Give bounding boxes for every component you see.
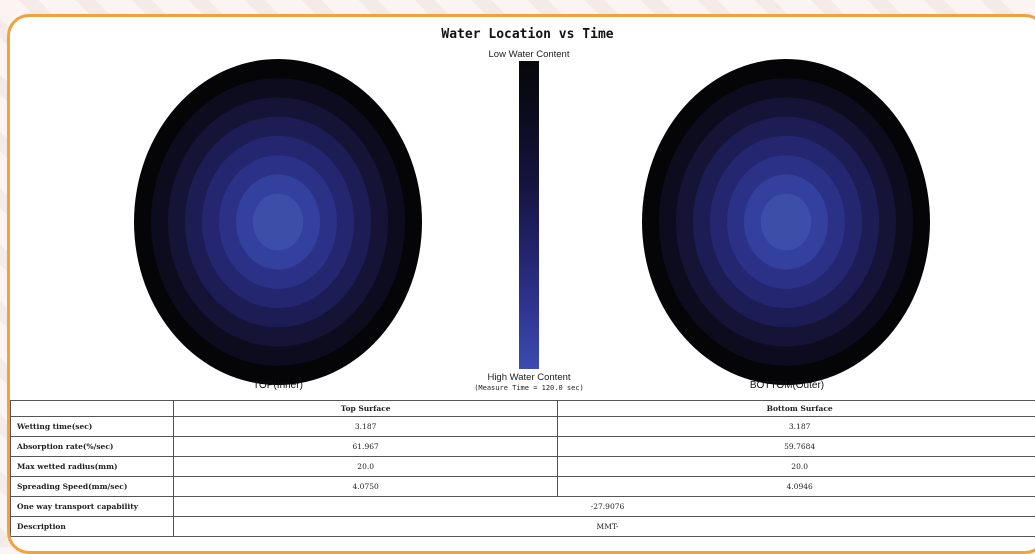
results-table: Top Surface Bottom Surface Wetting time(…	[10, 400, 1035, 537]
bottom-value: 20.0	[558, 457, 1035, 477]
description-value: MMT-	[174, 517, 1035, 537]
top-value: 3.187	[174, 417, 558, 437]
top-value: 20.0	[174, 457, 558, 477]
row-label: Spreading Speed(mm/sec)	[11, 477, 174, 497]
water-content-scale	[519, 61, 539, 369]
table-row: Description MMT-	[11, 517, 1035, 537]
table-row: One way transport capability -27.9076	[11, 497, 1035, 517]
bottom-value: 59.7684	[558, 437, 1035, 457]
bottom-value: 3.187	[558, 417, 1035, 437]
description-label: Description	[11, 517, 174, 537]
top-value: 4.0750	[174, 477, 558, 497]
bottom-value: 4.0946	[558, 477, 1035, 497]
transport-value: -27.9076	[174, 497, 1035, 517]
table-row: Spreading Speed(mm/sec) 4.0750 4.0946	[11, 477, 1035, 497]
bottom-outer-label: BOTTOM(Outer)	[732, 380, 842, 391]
table-row: Max wetted radius(mm) 20.0 20.0	[11, 457, 1035, 477]
table-row: Wetting time(sec) 3.187 3.187	[11, 417, 1035, 437]
row-label: Wetting time(sec)	[11, 417, 174, 437]
top-value: 61.967	[174, 437, 558, 457]
scale-bottom-label: High Water Content	[429, 372, 629, 383]
scale-top-label: Low Water Content	[429, 49, 629, 60]
header-top-surface: Top Surface	[174, 401, 558, 417]
table-header-row: Top Surface Bottom Surface	[11, 401, 1035, 417]
header-bottom-surface: Bottom Surface	[558, 401, 1035, 417]
row-label: Max wetted radius(mm)	[11, 457, 174, 477]
disc-ring	[761, 194, 811, 251]
top-inner-disc	[132, 57, 424, 387]
report-frame: Water Location vs Time TOP(Inner) Low Wa…	[7, 14, 1035, 554]
header-empty	[11, 401, 174, 417]
row-label: Absorption rate(%/sec)	[11, 437, 174, 457]
measure-time: (Measure Time = 120.0 sec)	[429, 384, 629, 392]
disc-ring	[253, 194, 303, 251]
transport-label: One way transport capability	[11, 497, 174, 517]
table-row: Absorption rate(%/sec) 61.967 59.7684	[11, 437, 1035, 457]
bottom-outer-disc	[640, 57, 932, 387]
top-inner-label: TOP(Inner)	[228, 380, 328, 391]
chart-title: Water Location vs Time	[10, 27, 1035, 42]
